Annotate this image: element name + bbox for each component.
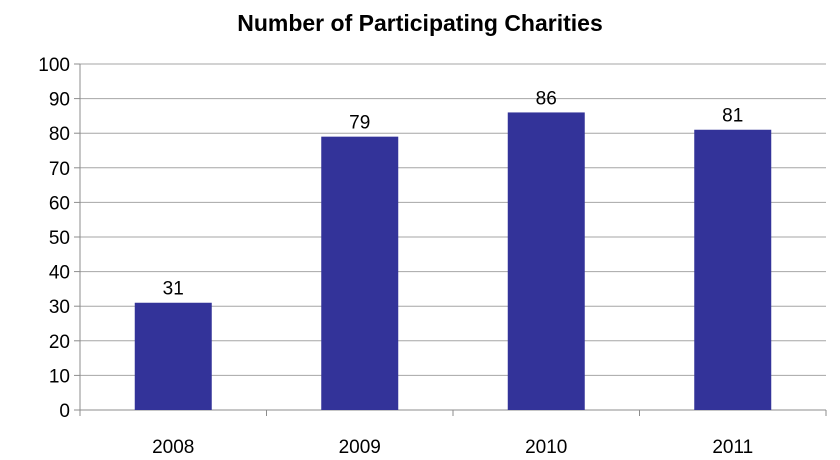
y-tick-label-30: 30 [49, 297, 70, 318]
x-tick-label-2009: 2009 [339, 437, 381, 458]
y-tick-label-100: 100 [38, 55, 70, 76]
y-tick-label-70: 70 [49, 159, 70, 180]
bar-2009 [321, 136, 399, 410]
bar-2010 [507, 112, 585, 410]
x-tick-label-2008: 2008 [152, 437, 194, 458]
y-tick-label-90: 90 [49, 90, 70, 111]
data-label-2011: 81 [722, 106, 743, 127]
y-tick-label-40: 40 [49, 263, 70, 284]
x-tick-label-2011: 2011 [712, 437, 753, 458]
x-tick-label-2010: 2010 [525, 437, 567, 458]
y-tick-label-0: 0 [59, 401, 70, 422]
y-tick-label-10: 10 [49, 366, 70, 387]
data-label-2010: 86 [536, 88, 557, 109]
y-tick-label-80: 80 [49, 124, 70, 145]
y-tick-label-50: 50 [49, 228, 70, 249]
y-tick-label-20: 20 [49, 332, 70, 353]
bar-2008 [134, 302, 212, 410]
data-label-2008: 31 [163, 279, 184, 300]
bar-2011 [694, 129, 772, 411]
data-label-2009: 79 [349, 113, 370, 134]
chart-title: Number of Participating Charities [237, 10, 603, 36]
y-tick-label-60: 60 [49, 193, 70, 214]
